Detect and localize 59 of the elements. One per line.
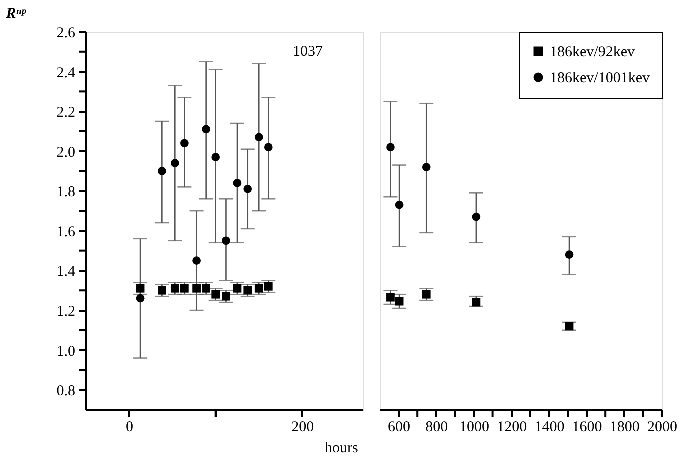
- point: [565, 322, 574, 331]
- point: [422, 163, 431, 172]
- y-tick-label: 2.2: [56, 105, 76, 122]
- x-tick-label: 1800: [610, 420, 640, 436]
- x-tick-label: 1000: [460, 420, 490, 436]
- point: [233, 179, 242, 188]
- y-axis-title: Rⁿᵖ: [5, 6, 26, 22]
- x-tick-label: 600: [388, 420, 411, 436]
- point: [254, 133, 264, 142]
- point: [264, 143, 273, 152]
- point: [254, 284, 264, 293]
- y-tick-label: 1.8: [56, 184, 76, 201]
- annotation: 1037: [293, 44, 324, 60]
- x-tick-label: 800: [426, 420, 448, 436]
- point: [244, 184, 252, 194]
- point: [233, 284, 242, 293]
- point: [158, 286, 166, 295]
- point: [180, 139, 189, 148]
- point: [136, 294, 145, 303]
- point: [386, 293, 395, 302]
- point: [565, 250, 574, 259]
- point: [202, 284, 211, 293]
- point: [192, 284, 201, 293]
- y-tick-label: 1.4: [56, 264, 76, 280]
- legend-label: 186kev/92kev: [550, 44, 636, 60]
- point: [212, 153, 220, 162]
- point: [180, 284, 189, 293]
- point: [136, 284, 145, 293]
- x-tick-label: 200: [292, 420, 314, 436]
- point: [244, 286, 252, 295]
- x-tick-label: 0: [126, 420, 134, 436]
- point: [472, 212, 481, 222]
- point: [264, 282, 273, 291]
- x-tick-label: 1400: [534, 420, 565, 436]
- point: [395, 297, 404, 306]
- point: [422, 290, 431, 299]
- point: [192, 256, 201, 265]
- y-tick-label: 2.4: [56, 65, 76, 82]
- point: [170, 159, 180, 168]
- y-tick-label: 1.6: [56, 224, 76, 240]
- y-tick-label: 2.0: [56, 144, 76, 161]
- y-tick-label: 1.0: [56, 344, 76, 360]
- point: [386, 143, 395, 152]
- x-axis-title: hours: [324, 440, 358, 456]
- point: [202, 125, 211, 134]
- point: [222, 292, 230, 301]
- point: [158, 167, 166, 176]
- x-tick-label: 1600: [572, 420, 602, 436]
- x-tick-label: 2000: [648, 420, 678, 436]
- point: [222, 236, 230, 246]
- y-tick-label: 2.6: [56, 26, 76, 42]
- x-tick-label: 1200: [497, 420, 528, 436]
- point: [472, 298, 481, 307]
- point: [395, 200, 404, 210]
- y-tick-label: 0.8: [56, 384, 76, 400]
- point: [212, 290, 220, 299]
- legend-label: 186kev/1001kev: [550, 70, 650, 86]
- point: [170, 284, 180, 293]
- y-tick-label: 1.2: [56, 304, 76, 320]
